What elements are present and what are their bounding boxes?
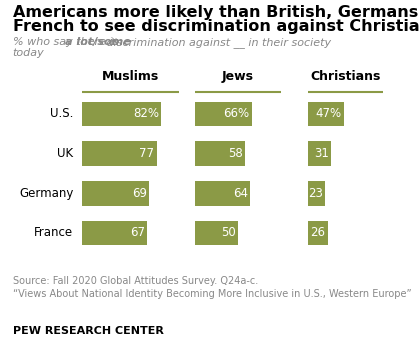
FancyBboxPatch shape: [82, 181, 149, 205]
FancyBboxPatch shape: [308, 181, 326, 205]
Text: 58: 58: [228, 147, 243, 160]
FancyBboxPatch shape: [195, 141, 245, 166]
Text: “Views About National Identity Becoming More Inclusive in U.S., Western Europe”: “Views About National Identity Becoming …: [13, 289, 411, 299]
FancyBboxPatch shape: [308, 141, 331, 166]
Text: Jews: Jews: [222, 70, 254, 83]
Text: 23: 23: [308, 187, 323, 200]
Text: today: today: [13, 48, 45, 58]
Text: U.S.: U.S.: [50, 107, 74, 120]
Text: a lot/some: a lot/some: [65, 37, 131, 47]
Text: % who say there is: % who say there is: [13, 37, 121, 47]
Text: Source: Fall 2020 Global Attitudes Survey. Q24a-c.: Source: Fall 2020 Global Attitudes Surve…: [13, 276, 258, 285]
FancyBboxPatch shape: [308, 101, 344, 126]
Text: 26: 26: [310, 226, 326, 239]
FancyBboxPatch shape: [82, 101, 161, 126]
Text: French to see discrimination against Christians: French to see discrimination against Chr…: [13, 19, 420, 34]
Text: discrimination against __ in their society: discrimination against __ in their socie…: [103, 37, 331, 48]
Text: Muslims: Muslims: [102, 70, 159, 83]
FancyBboxPatch shape: [82, 220, 147, 245]
Text: Americans more likely than British, Germans or: Americans more likely than British, Germ…: [13, 5, 420, 20]
Text: 50: 50: [221, 226, 236, 239]
FancyBboxPatch shape: [195, 181, 250, 205]
Text: UK: UK: [57, 147, 74, 160]
FancyBboxPatch shape: [308, 220, 328, 245]
Text: 69: 69: [132, 187, 147, 200]
Text: 66%: 66%: [223, 107, 250, 120]
FancyBboxPatch shape: [195, 101, 252, 126]
Text: 67: 67: [130, 226, 145, 239]
Text: Christians: Christians: [311, 70, 381, 83]
Text: 82%: 82%: [133, 107, 159, 120]
Text: 64: 64: [233, 187, 248, 200]
FancyBboxPatch shape: [82, 141, 157, 166]
Text: 47%: 47%: [315, 107, 341, 120]
Text: France: France: [34, 226, 74, 239]
FancyBboxPatch shape: [195, 220, 238, 245]
Text: Germany: Germany: [19, 187, 74, 200]
Text: PEW RESEARCH CENTER: PEW RESEARCH CENTER: [13, 326, 163, 336]
Text: 77: 77: [139, 147, 155, 160]
Text: 31: 31: [315, 147, 329, 160]
